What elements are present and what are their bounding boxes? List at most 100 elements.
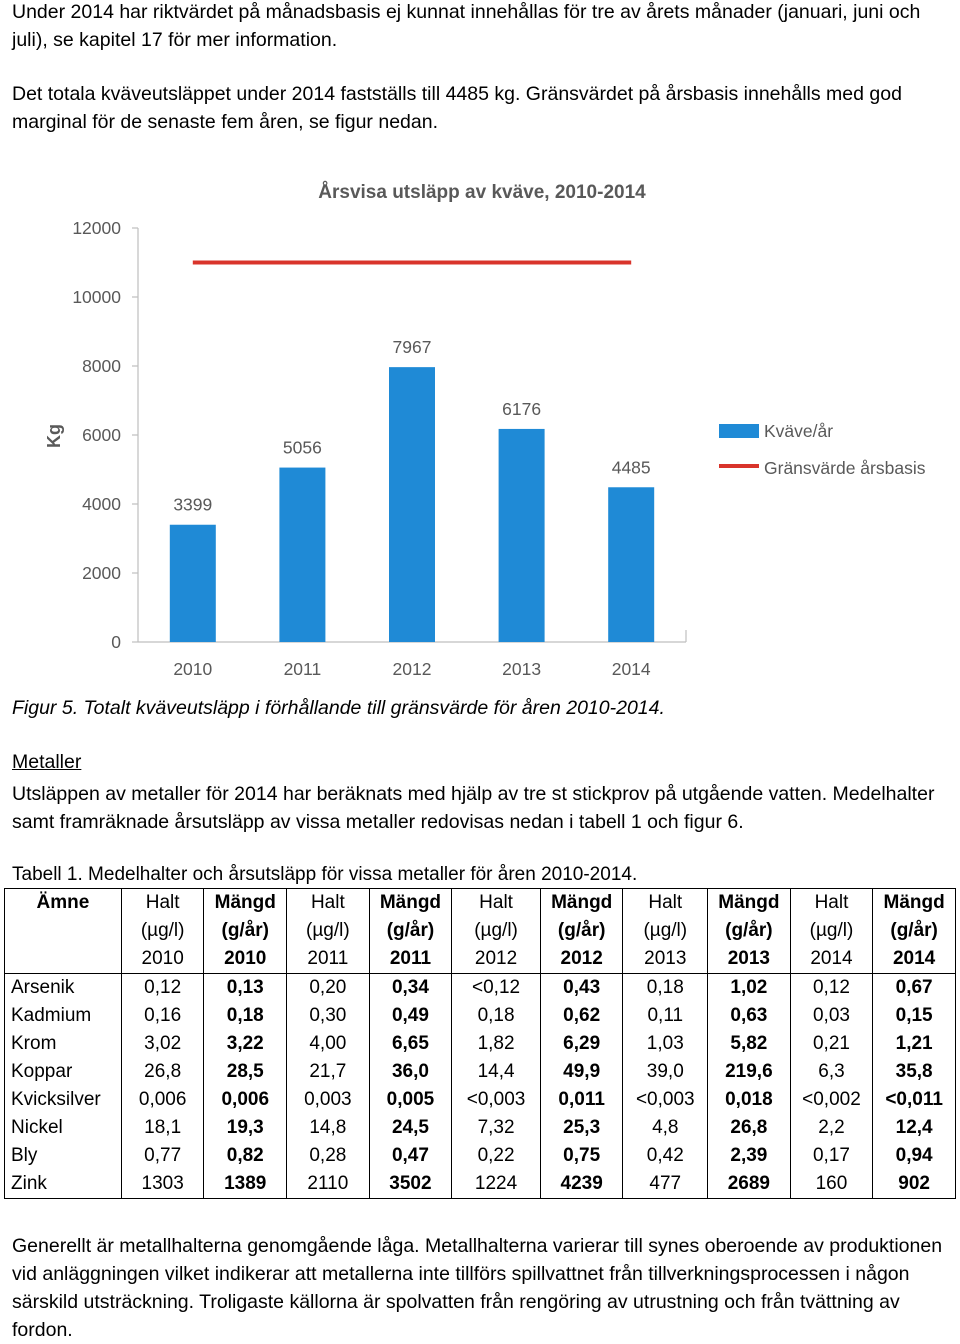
table-cell: 3502 — [368, 1170, 453, 1199]
table-cell: 24,5 — [368, 1114, 453, 1142]
table-cell: 19,3 — [203, 1114, 288, 1142]
y-tick-label: 8000 — [82, 356, 121, 376]
row-substance: Nickel — [4, 1114, 122, 1142]
x-tick-label: 2013 — [502, 659, 541, 679]
bar — [169, 524, 216, 642]
table-cell: <0,002 — [789, 1086, 874, 1114]
table-cell: 1,02 — [707, 973, 791, 1002]
row-substance: Kvicksilver — [4, 1086, 122, 1114]
header-line: 2013 — [727, 948, 771, 969]
table-cell: 28,5 — [203, 1058, 288, 1086]
table-caption: Tabell 1. Medelhalter och årsutsläpp för… — [12, 864, 638, 885]
table-cell: 4,00 — [286, 1030, 370, 1058]
header-col: Halt (µg/l) 2012 — [451, 888, 541, 974]
bar-data-label: 3399 — [173, 495, 212, 515]
outro-paragraph: Generellt är metallhalterna genomgående … — [12, 1235, 943, 1341]
header-line: Mängd — [883, 892, 945, 913]
metals-heading: Metaller — [12, 751, 82, 773]
table-cell: 160 — [789, 1170, 874, 1199]
table-cell: <0,12 — [451, 973, 541, 1002]
table-cell: 1224 — [451, 1170, 541, 1199]
table-cell: <0,003 — [451, 1086, 541, 1114]
header-line: 2010 — [224, 948, 267, 969]
table-cell: 4239 — [539, 1170, 624, 1199]
table-cell: 0,005 — [368, 1086, 453, 1114]
header-line: (g/år) — [890, 920, 938, 941]
table-cell: 0,03 — [789, 1002, 874, 1030]
table-cell: 0,20 — [286, 973, 370, 1002]
header-line: Mängd — [718, 892, 780, 913]
legend-label-limit: Gränsvärde årsbasis — [764, 458, 926, 478]
header-line: 2012 — [560, 948, 603, 969]
table-row: Kadmium 0,16 0,18 0,30 0,49 0,18 0,62 0,11 0,63 0… — [4, 1002, 956, 1030]
table-cell: 6,65 — [368, 1030, 453, 1058]
header-line: Mängd — [379, 892, 442, 913]
table-row: Koppar 26,8 28,5 21,7 36,0 14,4 49,9 39,0 219,6 6… — [4, 1058, 956, 1086]
table-row: Kvicksilver 0,006 0,006 0,003 0,005 <0,003 0,0… — [4, 1086, 956, 1114]
x-tick-label: 2010 — [173, 659, 212, 679]
y-tick-label: 10000 — [72, 287, 121, 307]
table-cell: 0,77 — [120, 1142, 205, 1170]
row-substance: Koppar — [4, 1058, 122, 1086]
header-line: Halt — [479, 892, 513, 913]
header-line: 2014 — [892, 948, 936, 969]
header-line: Halt — [310, 892, 345, 913]
table-cell: 0,94 — [872, 1142, 956, 1170]
header-line: (g/år) — [557, 920, 606, 941]
bar — [498, 428, 545, 642]
x-tick-label: 2012 — [393, 659, 432, 679]
header-line: Mängd — [551, 892, 613, 913]
table-cell: 0,43 — [539, 973, 624, 1002]
table-cell: 35,8 — [872, 1058, 956, 1086]
table-cell: 0,011 — [539, 1086, 624, 1114]
nitrogen-chart: Årsvisa utsläpp av kväve, 2010-2014 0 2000… — [44, 182, 926, 679]
table-row: Zink 1303 1389 2110 3502 1224 4239 477 2689 160 90… — [4, 1170, 956, 1199]
header-col: Halt (µg/l) 2013 — [622, 888, 709, 974]
y-axis-label: Kg — [44, 424, 64, 448]
y-tick-label: 6000 — [82, 425, 121, 445]
table-cell: 26,8 — [120, 1058, 205, 1086]
y-tick-label: 2000 — [82, 563, 121, 583]
table-cell: 0,17 — [789, 1142, 874, 1170]
table-header-row: Ämne Halt (µg/l) 2010 Mängd (g/år) 2010 Halt (µ… — [4, 888, 956, 974]
table-cell: 0,18 — [203, 1002, 288, 1030]
header-line: (µg/l) — [474, 920, 518, 941]
y-tick-label: 12000 — [72, 218, 121, 238]
table-cell: 0,12 — [789, 973, 874, 1002]
table-cell: <0,003 — [622, 1086, 709, 1114]
header-line: Mängd — [214, 892, 276, 913]
table-cell: 0,003 — [286, 1086, 370, 1114]
header-col: Mängd (g/år) 2011 — [368, 888, 453, 974]
table-cell: 18,1 — [120, 1114, 205, 1142]
table-cell: 2,39 — [707, 1142, 791, 1170]
figure-caption: Figur 5. Totalt kväveutsläpp i förhållan… — [12, 697, 665, 719]
table-cell: 0,62 — [539, 1002, 624, 1030]
metals-paragraph: Utsläppen av metaller för 2014 har beräk… — [12, 783, 935, 833]
table-cell: 0,75 — [539, 1142, 624, 1170]
intro-paragraph-2: Det totala kväveutsläppet under 2014 fas… — [12, 83, 902, 133]
row-substance: Kadmium — [4, 1002, 122, 1030]
header-line: (µg/l) — [643, 920, 688, 941]
table-cell: 0,63 — [707, 1002, 791, 1030]
header-col: Halt (µg/l) 2011 — [286, 888, 370, 974]
table-cell: 0,22 — [451, 1142, 541, 1170]
table-cell: 2689 — [707, 1170, 791, 1199]
bar — [389, 367, 435, 642]
header-col: Mängd (g/år) 2012 — [539, 888, 624, 974]
table-cell: 1303 — [120, 1170, 205, 1199]
header-line: 2011 — [389, 948, 432, 969]
row-substance: Arsenik — [4, 973, 122, 1002]
table-cell: 4,8 — [622, 1114, 709, 1142]
bar — [279, 467, 326, 642]
header-line: (µg/l) — [140, 920, 185, 941]
x-tick-label: 2011 — [284, 659, 322, 679]
row-substance: Bly — [4, 1142, 122, 1170]
table-cell: 36,0 — [368, 1058, 453, 1086]
table-cell: 12,4 — [872, 1114, 956, 1142]
table-cell: 0,42 — [622, 1142, 709, 1170]
header-col: Mängd (g/år) 2014 — [872, 888, 956, 974]
header-col: Halt (µg/l) 2010 — [120, 888, 205, 974]
table-cell: 5,82 — [707, 1030, 791, 1058]
table-cell: 0,18 — [622, 973, 709, 1002]
table-row: Nickel 18,1 19,3 14,8 24,5 7,32 25,3 4,8 26,8 2,2… — [4, 1114, 956, 1142]
